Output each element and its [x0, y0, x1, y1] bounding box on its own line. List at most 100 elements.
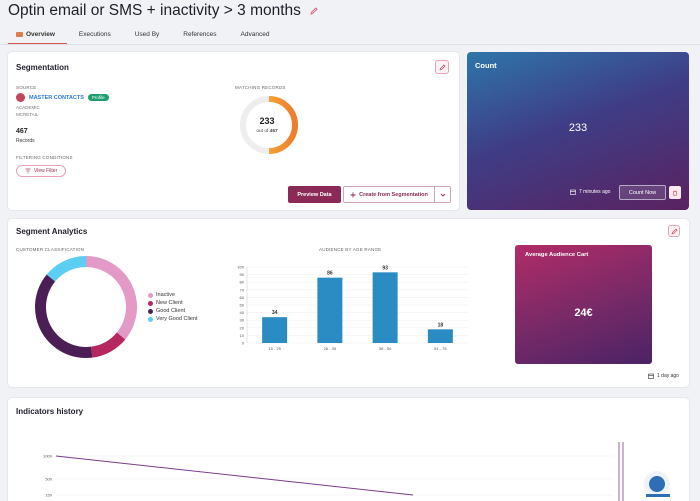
average-cart-value: 24€: [574, 307, 593, 319]
calendar-icon: [570, 189, 576, 195]
indicators-card: Indicators history 1000 500 150: [8, 398, 689, 501]
tab-bar: Overview Executions Used By References A…: [8, 27, 281, 45]
view-filter-button[interactable]: View Filter: [16, 165, 67, 177]
legend-item: Inactive: [148, 292, 198, 298]
source-link[interactable]: MASTER CONTACTS: [29, 94, 84, 101]
indicators-line-chart: 1000 500 150: [43, 442, 670, 501]
bar-value-label: 34: [272, 310, 278, 316]
donut-slice: [86, 256, 137, 340]
edit-analytics-button[interactable]: [668, 225, 680, 237]
y-tick-label: 100: [237, 265, 244, 270]
matching-value: 233: [259, 116, 275, 126]
empty-state-illustration: [644, 471, 670, 497]
count-value: 233: [568, 122, 588, 134]
legend-swatch: [148, 316, 153, 322]
legend-item: Very Good Client: [148, 316, 198, 322]
legend-swatch: [148, 292, 153, 298]
matching-out-of: out of 467: [256, 129, 278, 134]
records-count: 467: [16, 128, 28, 135]
analytics-card: Segment Analytics CUSTOMER CLASSIFICATIO…: [8, 219, 689, 387]
tab-overview[interactable]: Overview: [8, 27, 67, 45]
edit-segmentation-button[interactable]: [435, 60, 449, 74]
source-sub-2: MCRETAIL: [16, 112, 39, 117]
donut-slice: [91, 332, 126, 358]
source-row: MASTER CONTACTS Profile: [16, 93, 109, 102]
matching-ring-arc: [240, 96, 298, 154]
y-tick-label: 30: [240, 318, 245, 323]
preview-data-button[interactable]: Preview Data: [288, 186, 341, 203]
bar-value-label: 18: [438, 322, 444, 328]
count-now-button[interactable]: Count Now: [619, 185, 666, 200]
source-sub-1: ACADEMIC: [16, 105, 40, 110]
bar[interactable]: [262, 317, 288, 343]
filter-icon: [25, 168, 31, 174]
pencil-icon: [439, 64, 445, 70]
count-title: Count: [475, 61, 497, 70]
tab-used-by[interactable]: Used By: [134, 31, 160, 38]
tab-references[interactable]: References: [183, 31, 217, 38]
legend-item: Good Client: [148, 308, 198, 314]
customer-donut-chart: [35, 256, 137, 358]
count-card: Count 233 7 minutes ago Count Now: [467, 52, 689, 210]
indicators-title: Indicators history: [16, 407, 84, 416]
y-tick-label: 10: [240, 333, 245, 338]
y-tick-label: 20: [240, 325, 245, 330]
tab-advanced[interactable]: Advanced: [240, 31, 270, 38]
y-tick-label: 80: [240, 280, 245, 285]
bar-value-label: 86: [327, 271, 333, 277]
page-title: Optin email or SMS + inactivity > 3 mont…: [8, 2, 301, 19]
trash-icon: [673, 190, 677, 196]
pencil-icon[interactable]: [309, 6, 319, 16]
page-header: Optin email or SMS + inactivity > 3 mont…: [8, 0, 319, 22]
bar[interactable]: [372, 272, 398, 343]
x-tick-label: 51 - 75: [434, 346, 447, 351]
y-tick-label: 150: [45, 493, 52, 498]
y-tick-label: 0: [242, 341, 245, 346]
source-label: SOURCE: [16, 85, 37, 90]
x-tick-label: 26 - 35: [324, 346, 337, 351]
create-from-segmentation-button[interactable]: Create from Segmentation: [343, 186, 435, 203]
calendar-icon: [648, 373, 654, 379]
filtering-label: FILTERING CONDITIONS: [16, 155, 73, 160]
bar-value-label: 93: [382, 265, 388, 271]
tab-executions[interactable]: Executions: [78, 31, 111, 38]
segmentation-title: Segmentation: [16, 63, 69, 72]
age-range-label: AUDIENCE BY AGE RANGE: [319, 247, 382, 252]
bar[interactable]: [427, 329, 453, 343]
chevron-down-icon: [440, 193, 445, 197]
legend-item: New Client: [148, 300, 198, 306]
matching-ring: [240, 96, 298, 154]
y-tick-label: 70: [240, 287, 245, 292]
average-cart-card: Average Audience Cart 24€: [515, 245, 652, 364]
analytics-title: Segment Analytics: [16, 227, 88, 236]
series-line: [55, 455, 414, 496]
create-dropdown-toggle[interactable]: [435, 186, 451, 203]
tabs-divider: [0, 44, 700, 45]
y-tick-label: 50: [240, 303, 245, 308]
delete-count-button[interactable]: [669, 186, 681, 199]
y-tick-label: 60: [240, 295, 245, 300]
x-tick-label: 36 - 50: [379, 346, 392, 351]
bar[interactable]: [317, 277, 343, 343]
pencil-icon: [671, 228, 677, 234]
y-tick-label: 1000: [43, 454, 53, 459]
plus-icon: [350, 192, 356, 197]
legend-swatch: [148, 300, 153, 306]
donut-slice: [46, 256, 86, 282]
profile-badge: Profile: [87, 94, 109, 101]
matching-label: MATCHING RECORDS: [235, 85, 286, 90]
x-tick-label: 15 - 25: [268, 346, 281, 351]
donut-slice: [35, 274, 93, 358]
database-icon: [16, 93, 25, 102]
age-bar-chart: 0 10 20 30 40 50 60 70 80 90 100 34 15 - 25 86 26 - 35…: [237, 265, 468, 351]
segmentation-card: Segmentation SOURCE MASTER CONTACTS Prof…: [8, 52, 459, 210]
overview-icon: [16, 31, 23, 37]
y-tick-label: 40: [240, 310, 245, 315]
y-tick-label: 500: [45, 476, 52, 481]
records-label: Records: [16, 138, 35, 144]
average-cart-title: Average Audience Cart: [525, 252, 589, 258]
y-tick-label: 90: [240, 272, 245, 277]
legend-swatch: [148, 308, 153, 314]
count-timestamp: 7 minutes ago: [570, 189, 610, 195]
donut-legend: Inactive New Client Good Client Very Goo…: [148, 292, 198, 324]
